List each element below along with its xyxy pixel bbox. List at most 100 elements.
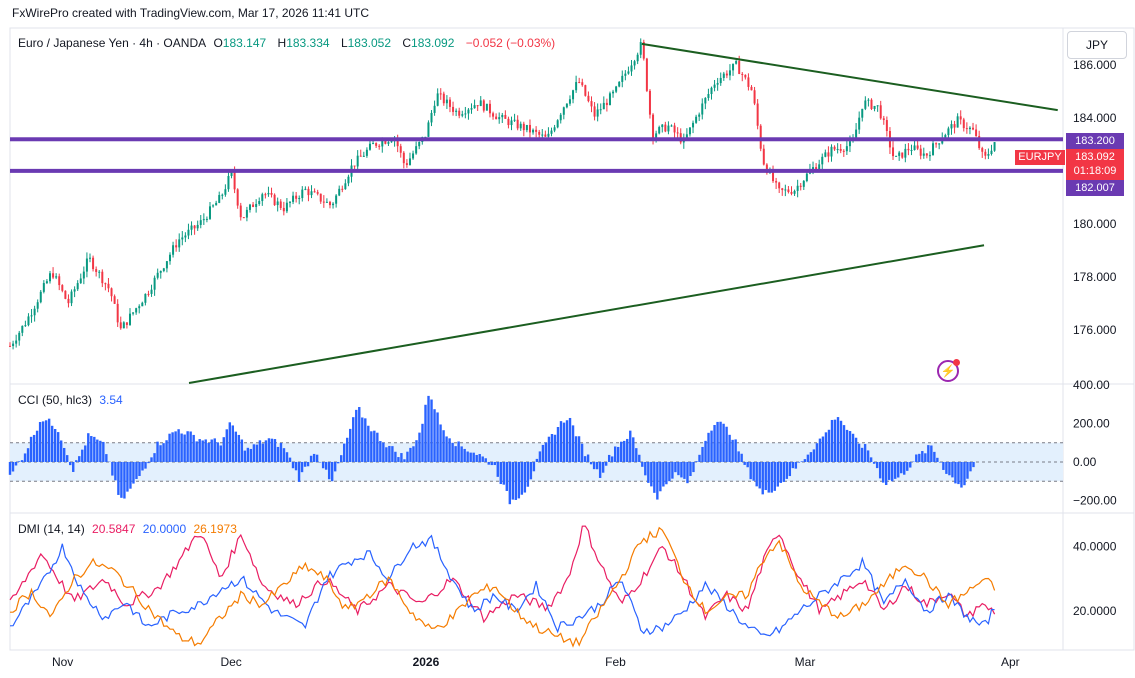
candle: [21, 325, 24, 333]
cci-bar: [454, 446, 457, 462]
cci-bar: [571, 425, 575, 462]
cci-bar: [511, 461, 515, 500]
candle: [67, 298, 70, 304]
candle: [150, 289, 153, 294]
candle: [885, 120, 888, 132]
cci-bar: [713, 424, 716, 462]
cci-bar: [957, 461, 960, 485]
cci-bar: [469, 452, 472, 462]
cci-bar: [436, 412, 439, 462]
symbol-tag: EURJPY: [1015, 150, 1065, 165]
cci-bar: [800, 461, 804, 462]
cci-bar: [740, 453, 743, 462]
candle: [242, 217, 245, 219]
candle: [442, 93, 445, 104]
candle: [319, 193, 322, 202]
dmi-series-line: [9, 526, 996, 648]
cci-bar: [686, 461, 689, 484]
cci-bar: [213, 438, 216, 462]
candle: [753, 90, 756, 104]
cci-bar: [267, 438, 271, 462]
candle: [248, 204, 251, 210]
cci-title[interactable]: CCI (50, hlc3): [18, 393, 93, 407]
cci-bar: [924, 453, 927, 462]
cci-bar: [788, 461, 792, 477]
cci-bar: [930, 445, 933, 462]
cci-bar: [96, 439, 99, 462]
cci-bar: [674, 461, 677, 473]
flash-icon[interactable]: ⚡: [937, 359, 960, 382]
cci-bar: [204, 439, 207, 462]
candle: [827, 152, 830, 157]
candle: [135, 308, 138, 313]
lower-level-tag: 182.007: [1066, 180, 1124, 196]
candle: [372, 143, 375, 145]
cci-bar: [891, 461, 894, 482]
cci-bar: [219, 445, 222, 462]
cci-bar: [99, 440, 102, 462]
candle: [408, 158, 411, 165]
cci-bar: [26, 448, 30, 462]
symbol-name[interactable]: Euro / Japanese Yen · 4h · OANDA: [18, 36, 207, 50]
cci-bar: [234, 431, 238, 462]
cci-bar: [948, 461, 951, 476]
candle: [458, 110, 461, 116]
cci-bar: [17, 461, 21, 462]
cci-bar: [851, 433, 855, 462]
currency-button[interactable]: JPY: [1067, 31, 1127, 59]
candle: [876, 105, 879, 107]
candle: [33, 308, 36, 316]
cci-bar: [90, 436, 93, 462]
cci-bar: [285, 452, 289, 462]
candle: [125, 322, 128, 325]
cci-bar: [583, 456, 587, 462]
candle: [836, 148, 839, 150]
candle: [159, 270, 162, 273]
candle: [544, 134, 547, 137]
candle: [587, 95, 590, 102]
candle: [24, 325, 27, 327]
cci-bar: [249, 448, 253, 462]
candle: [168, 254, 171, 262]
candle: [772, 170, 775, 182]
cci-bar: [355, 409, 358, 462]
candle: [412, 153, 415, 159]
cci-bar: [255, 444, 259, 462]
candle: [98, 271, 101, 273]
candle: [27, 316, 30, 326]
cci-bar: [683, 461, 686, 479]
candle: [633, 61, 636, 66]
cci-bar: [900, 461, 903, 474]
cci-bar: [758, 461, 761, 489]
cci-bar: [779, 461, 782, 483]
candle: [596, 109, 599, 117]
cci-bar: [400, 453, 403, 462]
cci-bar: [50, 425, 54, 462]
cci-bar: [794, 461, 798, 469]
candle: [578, 82, 581, 84]
horizontal-level: [10, 137, 1063, 142]
candle: [895, 155, 898, 157]
candle: [719, 77, 722, 84]
cci-bar: [559, 421, 563, 462]
candle: [279, 201, 282, 208]
candle: [568, 99, 571, 104]
candle: [85, 258, 88, 272]
candle: [430, 112, 433, 123]
cci-bar: [430, 399, 433, 462]
dmi-title[interactable]: DMI (14, 14): [18, 522, 85, 536]
candle: [615, 86, 618, 92]
candle: [547, 133, 550, 137]
cci-bar: [406, 451, 409, 462]
candle: [224, 189, 227, 195]
candle: [599, 109, 602, 111]
candle: [873, 105, 876, 110]
dmi-series-line: [9, 534, 995, 637]
cci-bar: [939, 461, 942, 463]
cci-bar: [216, 442, 219, 462]
cci-bar: [927, 445, 930, 462]
cci-bar: [370, 431, 373, 462]
cci-bar: [722, 423, 725, 462]
cci-bar: [872, 461, 876, 464]
